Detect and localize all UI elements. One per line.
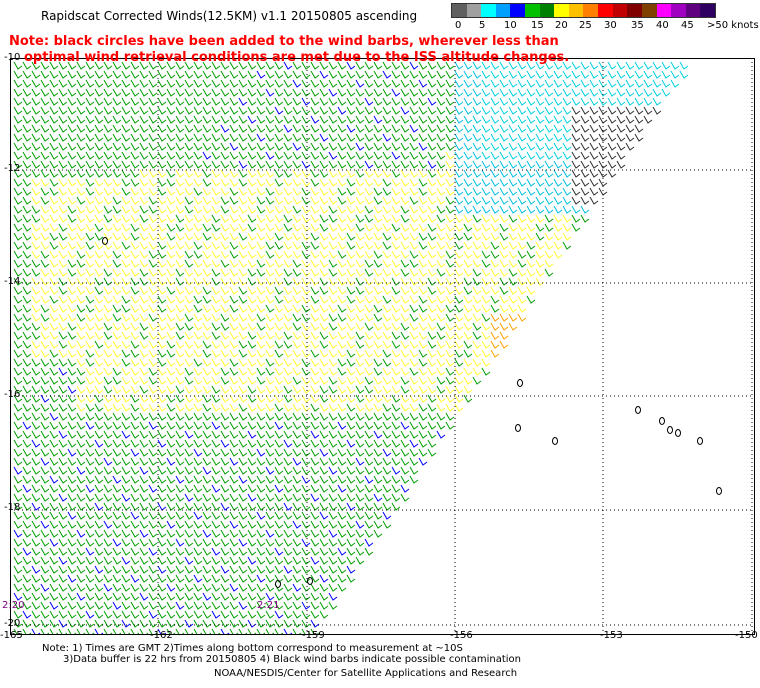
legend-label: 45 <box>681 20 694 31</box>
legend-label: 15 <box>531 20 544 31</box>
legend-swatch <box>685 4 701 17</box>
island-outline <box>697 437 703 445</box>
lon-label-162: -162 <box>150 630 173 641</box>
map-title: Rapidscat Corrected Winds(12.5KM) v1.1 2… <box>41 9 418 23</box>
lat-label-20: -20 <box>4 618 21 629</box>
wind-barb-map <box>10 58 755 635</box>
warning-note-line-1: Note: black circles have been added to t… <box>9 34 559 49</box>
island-outline <box>659 417 665 425</box>
legend-swatch <box>612 4 628 17</box>
legend-swatch <box>452 4 467 17</box>
legend-swatch <box>583 4 599 17</box>
island-outline <box>635 406 641 414</box>
legend-swatch <box>466 4 482 17</box>
time-label-0221: 2:21 <box>257 600 280 611</box>
legend-label: 35 <box>631 20 644 31</box>
island-outline <box>517 379 523 387</box>
legend-swatch <box>671 4 686 17</box>
footnote: Note: 1) Times are GMT 2)Times along bot… <box>42 643 521 665</box>
island-outline <box>102 237 108 245</box>
footnote-line-2: 3)Data buffer is 22 hrs from 20150805 4)… <box>63 654 521 665</box>
lon-label-156: -156 <box>450 630 473 641</box>
time-label-0220: 2:20 <box>2 600 25 611</box>
legend-label: 0 <box>455 20 462 31</box>
legend-label: 10 <box>504 20 517 31</box>
wind-speed-legend-labels: 0 5 10 15 20 25 30 35 40 45 >50 knots <box>447 20 759 34</box>
legend-label: 5 <box>479 20 486 31</box>
legend-label: 25 <box>579 20 592 31</box>
legend-swatch <box>481 4 496 17</box>
lon-label-150: -150 <box>735 630 758 641</box>
legend-swatch <box>598 4 613 17</box>
lat-label-16: -16 <box>4 389 21 400</box>
legend-swatch <box>510 4 526 17</box>
legend-label: 20 <box>555 20 568 31</box>
legend-swatch <box>627 4 642 17</box>
lon-label-153: -153 <box>600 630 623 641</box>
island-outline <box>515 424 521 432</box>
footnote-line-1: Note: 1) Times are GMT 2)Times along bot… <box>42 643 463 654</box>
legend-swatch <box>656 4 672 17</box>
credit-line: NOAA/NESDIS/Center for Satellite Applica… <box>214 668 518 679</box>
map-frame <box>10 58 755 635</box>
island-outlines <box>102 237 722 588</box>
lat-label-14: -14 <box>4 276 21 287</box>
lat-label-18: -18 <box>4 502 21 513</box>
legend-swatch <box>700 4 715 17</box>
island-outline <box>275 580 281 588</box>
lat-lon-grid <box>10 58 755 635</box>
legend-swatch <box>641 4 657 17</box>
island-outline <box>307 577 313 585</box>
wind-barb-field <box>13 61 689 635</box>
legend-swatch <box>539 4 555 17</box>
island-outline <box>675 429 681 437</box>
legend-label: 40 <box>656 20 669 31</box>
legend-swatch <box>495 4 511 17</box>
legend-label: >50 knots <box>707 20 759 31</box>
legend-swatch <box>554 4 569 17</box>
lon-label-165: -165 <box>0 630 23 641</box>
legend-label: 30 <box>604 20 617 31</box>
lon-label-159: -159 <box>302 630 325 641</box>
lat-label-10: -10 <box>4 52 21 63</box>
legend-swatch <box>568 4 584 17</box>
island-outline <box>552 437 558 445</box>
legend-swatch <box>525 4 540 17</box>
island-outline <box>667 426 673 434</box>
lat-label-12: -12 <box>4 163 21 174</box>
island-outline <box>716 487 722 495</box>
wind-speed-color-legend <box>451 3 716 18</box>
warning-note-line-2: optimal wind retrieval conditions are me… <box>24 50 570 65</box>
